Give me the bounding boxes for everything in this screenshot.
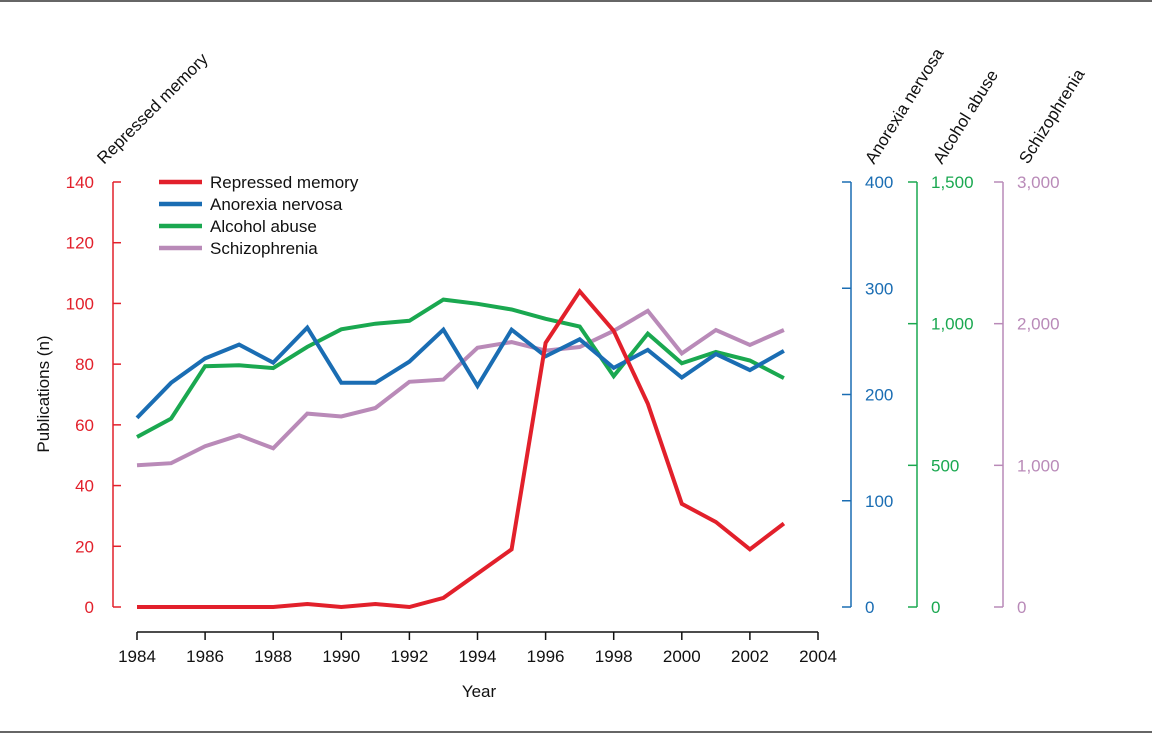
y-tick-label-schizophrenia-3-000: 3,000 [1017, 173, 1060, 192]
series-line-alcohol-abuse [136, 297, 785, 439]
x-tick-label-1984: 1984 [118, 647, 156, 666]
legend-item-anorexia-nervosa: Anorexia nervosa [159, 195, 343, 214]
legend-item-alcohol-abuse: Alcohol abuse [159, 217, 317, 236]
y-tick-label-alcohol-abuse-0: 0 [931, 598, 940, 617]
series-layer [135, 287, 786, 610]
y-tick-label-anorexia-nervosa-100: 100 [865, 492, 893, 511]
y-tick-label-schizophrenia-1-000: 1,000 [1017, 456, 1060, 475]
x-tick-label-2000: 2000 [663, 647, 701, 666]
x-tick-label-1998: 1998 [595, 647, 633, 666]
x-tick-label-1988: 1988 [254, 647, 292, 666]
legend-label-anorexia-nervosa: Anorexia nervosa [210, 195, 343, 214]
y-tick-label-alcohol-abuse-1-000: 1,000 [931, 315, 974, 334]
legend-label-repressed-memory: Repressed memory [210, 173, 359, 192]
y-tick-label-anorexia-nervosa-200: 200 [865, 386, 893, 405]
y-tick-label-anorexia-nervosa-400: 400 [865, 173, 893, 192]
y-tick-label-repressed-memory-20: 20 [75, 537, 94, 556]
axes-layer: 1984 1986 1988 1990 1992 1994 1996 1998 2000 2002… [66, 173, 1060, 666]
legend-item-schizophrenia: Schizophrenia [159, 239, 318, 258]
legend-label-schizophrenia: Schizophrenia [210, 239, 318, 258]
axis-title-alcohol-abuse: Alcohol abuse [929, 66, 1002, 167]
legend-item-repressed-memory: Repressed memory [159, 173, 359, 192]
y-tick-label-repressed-memory-120: 120 [66, 234, 94, 253]
x-tick-label-1986: 1986 [186, 647, 224, 666]
axis-title-schizophrenia: Schizophrenia [1015, 65, 1088, 167]
y-tick-label-repressed-memory-60: 60 [75, 416, 94, 435]
y-tick-label-repressed-memory-140: 140 [66, 173, 94, 192]
y-tick-label-schizophrenia-2-000: 2,000 [1017, 315, 1060, 334]
legend: Repressed memory Anorexia nervosa Alcoho… [159, 173, 359, 258]
x-tick-label-2002: 2002 [731, 647, 769, 666]
x-tick-label-1994: 1994 [459, 647, 497, 666]
y-tick-label-anorexia-nervosa-300: 300 [865, 279, 893, 298]
y-tick-label-repressed-memory-0: 0 [85, 598, 94, 617]
legend-label-alcohol-abuse: Alcohol abuse [210, 217, 317, 236]
series-line-anorexia-nervosa [135, 324, 785, 420]
y-tick-label-alcohol-abuse-500: 500 [931, 456, 959, 475]
x-axis-title: Year [462, 682, 497, 701]
y-axis-title: Publications (n) [34, 335, 53, 452]
x-tick-label-1990: 1990 [322, 647, 360, 666]
series-line-schizophrenia [136, 308, 785, 468]
y-tick-label-repressed-memory-80: 80 [75, 355, 94, 374]
y-tick-label-alcohol-abuse-1-500: 1,500 [931, 173, 974, 192]
x-tick-label-1996: 1996 [527, 647, 565, 666]
axis-title-repressed-memory: Repressed memory [93, 49, 212, 168]
y-tick-label-anorexia-nervosa-0: 0 [865, 598, 874, 617]
series-line-repressed-memory [137, 287, 786, 610]
x-tick-label-2004: 2004 [799, 647, 837, 666]
y-tick-label-repressed-memory-40: 40 [75, 477, 94, 496]
y-tick-label-repressed-memory-100: 100 [66, 294, 94, 313]
y-tick-label-schizophrenia-0: 0 [1017, 598, 1026, 617]
x-tick-label-1992: 1992 [390, 647, 428, 666]
